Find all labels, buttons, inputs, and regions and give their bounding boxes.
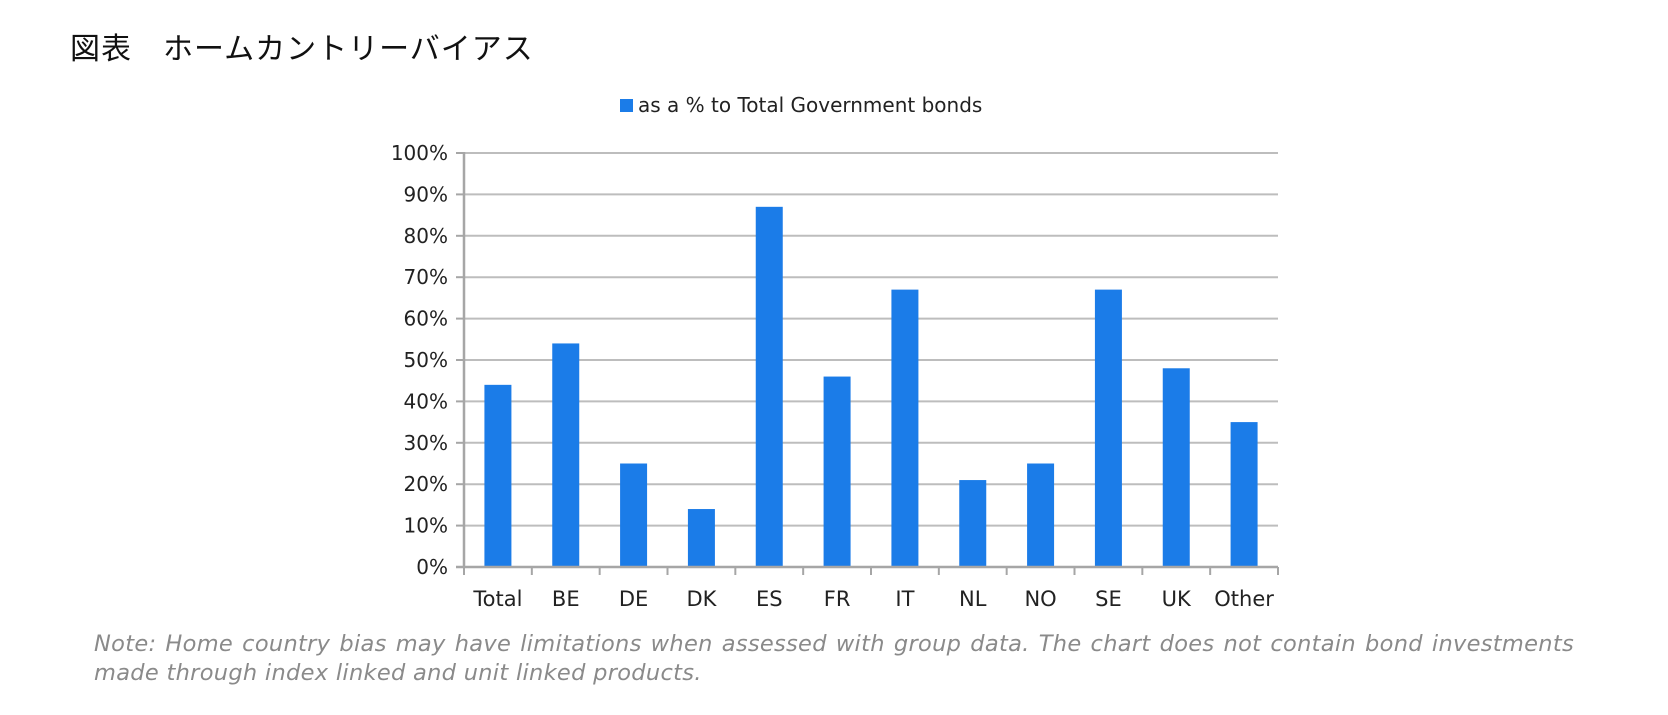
y-tick-label: 40% [404,389,448,413]
y-tick-label: 30% [404,431,448,455]
bar-es [756,207,783,567]
bar-uk [1163,368,1190,567]
x-category-labels: Total BE DE DK ES FR IT NL NO SE UK Other [472,587,1274,611]
y-tick-label: 80% [404,224,448,248]
x-category-label: Other [1214,587,1274,611]
x-category-label: NL [959,587,987,611]
x-category-label: DE [619,587,648,611]
bar-dk [688,509,715,567]
bar-it [891,290,918,567]
chart-note: Note: Home country bias may have limitat… [94,630,1574,688]
x-category-label: ES [756,587,783,611]
axes [456,152,1278,575]
x-category-label: DK [686,587,717,611]
y-tick-labels: 0% 10% 20% 30% 40% 50% 60% 70% 80% 90% 100% [391,141,448,579]
bars [484,207,1257,567]
bar-be [552,343,579,567]
bar-total [484,385,511,567]
y-tick-label: 0% [416,555,448,579]
bar-other [1231,422,1258,567]
y-tick-label: 100% [391,141,448,165]
gridlines [464,153,1278,526]
y-tick-label: 20% [404,472,448,496]
legend: as a % to Total Government bonds [620,93,982,117]
x-category-label: UK [1162,587,1192,611]
x-category-label: BE [552,587,580,611]
bar-de [620,464,647,568]
legend-label: as a % to Total Government bonds [638,93,982,117]
y-tick-label: 10% [404,514,448,538]
legend-swatch [620,99,633,112]
x-category-label: SE [1095,587,1122,611]
bar-no [1027,464,1054,568]
x-category-label: NO [1024,587,1056,611]
x-category-label: IT [895,587,914,611]
y-tick-label: 90% [404,182,448,206]
y-tick-label: 50% [404,348,448,372]
bar-chart: as a % to Total Government bonds 0% 10% 20… [0,0,1668,620]
y-tick-label: 70% [404,265,448,289]
bar-nl [959,480,986,567]
x-category-label: FR [824,587,851,611]
bar-fr [824,377,851,567]
x-category-label: Total [472,587,522,611]
y-tick-label: 60% [404,307,448,331]
bar-se [1095,290,1122,567]
